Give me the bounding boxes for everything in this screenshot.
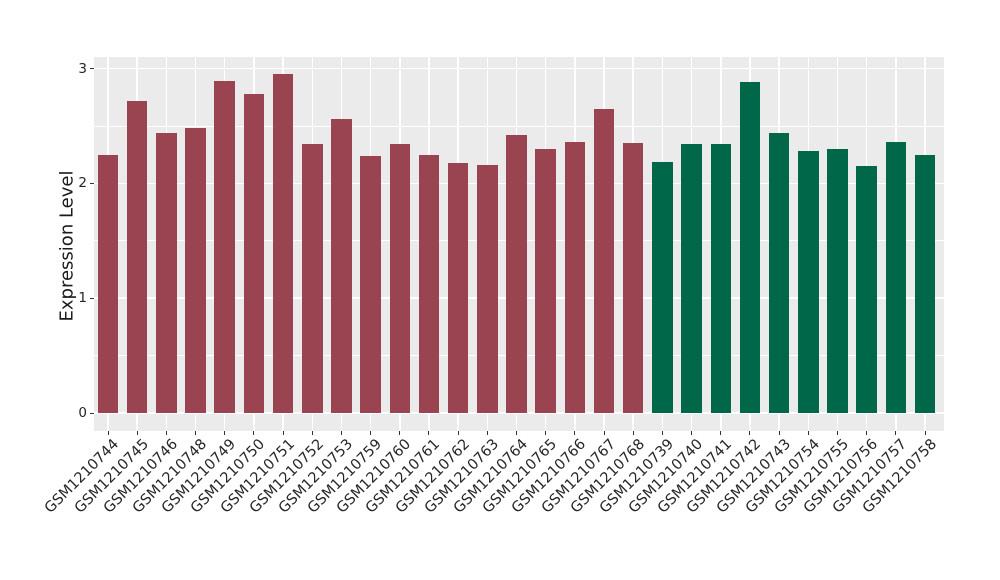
bar-GSM1210751 <box>272 74 294 413</box>
bar-GSM1210760 <box>389 144 411 413</box>
y-tick-label: 1 <box>78 290 87 307</box>
bar-GSM1210740 <box>681 144 702 413</box>
y-tick-mark <box>89 297 94 299</box>
x-tick-mark <box>340 431 342 435</box>
bar-GSM1210742 <box>739 82 761 413</box>
y-tick-label: 0 <box>78 405 87 421</box>
x-tick-mark <box>924 431 926 435</box>
y-tick-mark <box>89 182 94 184</box>
gridline-major-y <box>94 412 944 414</box>
x-tick-mark <box>749 431 751 435</box>
x-tick-mark <box>136 431 138 435</box>
bar-GSM1210748 <box>185 128 206 413</box>
x-tick-mark <box>282 431 284 435</box>
bar-GSM1210764 <box>506 135 527 413</box>
y-tick-mark <box>89 68 94 70</box>
x-tick-mark <box>632 431 634 435</box>
x-tick-mark <box>428 431 430 435</box>
x-tick-mark <box>603 431 605 435</box>
x-tick-mark <box>107 431 109 435</box>
bar-GSM1210759 <box>360 155 381 413</box>
x-tick-mark <box>399 431 401 435</box>
x-tick-mark <box>778 431 780 435</box>
bar-GSM1210745 <box>126 100 148 413</box>
x-tick-mark <box>895 431 897 435</box>
x-tick-mark <box>837 431 838 435</box>
x-tick-mark <box>253 431 255 435</box>
bar-GSM1210741 <box>710 144 732 413</box>
bar-GSM1210766 <box>564 142 586 413</box>
plot-panel <box>94 57 944 431</box>
x-tick-mark <box>545 431 547 435</box>
x-tick-mark <box>195 431 197 435</box>
x-tick-mark <box>224 431 226 435</box>
y-tick-label: 3 <box>78 60 87 77</box>
bar-GSM1210749 <box>214 81 235 413</box>
bar-GSM1210752 <box>302 144 323 413</box>
x-tick-mark <box>807 431 809 435</box>
bar-GSM1210753 <box>331 119 352 413</box>
x-tick-mark <box>866 431 868 435</box>
x-tick-mark <box>165 431 167 435</box>
gridline-major-y <box>94 67 944 70</box>
bar-GSM1210756 <box>856 166 877 413</box>
x-tick-mark <box>370 431 372 435</box>
y-tick-label: 2 <box>78 175 87 192</box>
bar-GSM1210754 <box>798 151 819 413</box>
x-tick-mark <box>691 431 693 435</box>
bar-GSM1210763 <box>477 165 498 413</box>
bar-GSM1210761 <box>418 154 440 413</box>
bar-GSM1210757 <box>885 142 907 413</box>
x-tick-mark <box>516 431 518 435</box>
bar-GSM1210768 <box>622 143 644 413</box>
x-tick-mark <box>311 431 313 435</box>
bar-GSM1210762 <box>447 162 469 413</box>
bar-GSM1210755 <box>827 148 848 413</box>
bar-GSM1210765 <box>535 148 556 413</box>
x-tick-mark <box>486 431 488 435</box>
x-tick-mark <box>574 431 576 435</box>
bar-GSM1210767 <box>593 108 615 413</box>
x-tick-mark <box>720 431 722 435</box>
gridline-minor-y <box>94 125 944 127</box>
x-tick-mark <box>457 431 459 435</box>
bar-GSM1210758 <box>914 154 936 413</box>
bar-GSM1210743 <box>768 132 790 413</box>
bar-GSM1210744 <box>97 154 119 413</box>
bar-GSM1210739 <box>652 161 673 413</box>
bar-GSM1210746 <box>156 132 177 413</box>
bar-GSM1210750 <box>243 93 265 413</box>
y-tick-mark <box>89 412 94 414</box>
x-tick-mark <box>661 431 663 435</box>
